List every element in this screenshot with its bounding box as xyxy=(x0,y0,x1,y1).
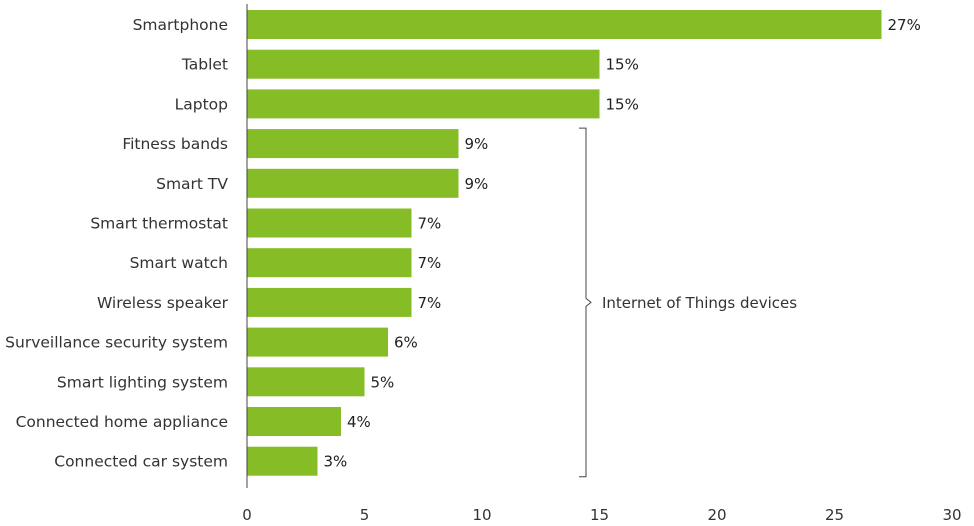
value-labels: 27% 15% 15% 9% 9% 7% 7% 7% 6% 5% 4% 3% xyxy=(324,16,921,471)
annotation-bracket xyxy=(579,128,591,477)
category-label: Laptop xyxy=(175,95,228,113)
category-label: Smart watch xyxy=(130,254,228,272)
category-label: Tablet xyxy=(181,56,228,74)
category-label: Smart thermostat xyxy=(90,215,228,233)
x-tick-label: 0 xyxy=(242,506,252,524)
bar xyxy=(247,407,341,436)
bar xyxy=(247,328,388,357)
bar xyxy=(247,10,882,39)
value-label: 4% xyxy=(347,413,371,431)
bar xyxy=(247,89,600,118)
category-label: Connected home appliance xyxy=(16,413,228,431)
x-tick-label: 25 xyxy=(825,506,844,524)
category-label: Smart lighting system xyxy=(57,373,228,391)
value-label: 3% xyxy=(324,453,348,471)
x-tick-label: 10 xyxy=(472,506,491,524)
bar xyxy=(247,169,459,198)
bar xyxy=(247,209,412,238)
category-label: Smart TV xyxy=(156,175,228,193)
category-label: Wireless speaker xyxy=(97,294,229,312)
bars-group xyxy=(247,10,882,476)
bar xyxy=(247,288,412,317)
value-label: 9% xyxy=(465,135,489,153)
value-label: 15% xyxy=(606,56,639,74)
value-label: 7% xyxy=(418,215,442,233)
annotation-group: Internet of Things devices xyxy=(579,128,797,477)
x-tick-label: 15 xyxy=(590,506,609,524)
bar xyxy=(247,248,412,277)
value-label: 5% xyxy=(371,373,395,391)
value-label: 7% xyxy=(418,254,442,272)
value-label: 27% xyxy=(888,16,921,34)
category-label: Surveillance security system xyxy=(5,334,228,352)
bar xyxy=(247,447,318,476)
bar xyxy=(247,367,365,396)
value-label: 6% xyxy=(394,334,418,352)
category-label: Fitness bands xyxy=(122,135,228,153)
category-labels: Smartphone Tablet Laptop Fitness bands Smart… xyxy=(5,16,228,471)
value-label: 9% xyxy=(465,175,489,193)
value-label: 15% xyxy=(606,95,639,113)
bar xyxy=(247,50,600,79)
x-tick-label: 30 xyxy=(942,506,961,524)
value-label: 7% xyxy=(418,294,442,312)
bar xyxy=(247,129,459,158)
x-tick-labels: 0 5 10 15 20 25 30 xyxy=(242,506,961,524)
annotation-label: Internet of Things devices xyxy=(602,294,797,312)
category-label: Connected car system xyxy=(54,453,228,471)
x-tick-label: 5 xyxy=(360,506,370,524)
x-tick-label: 20 xyxy=(707,506,726,524)
category-label: Smartphone xyxy=(133,16,228,34)
